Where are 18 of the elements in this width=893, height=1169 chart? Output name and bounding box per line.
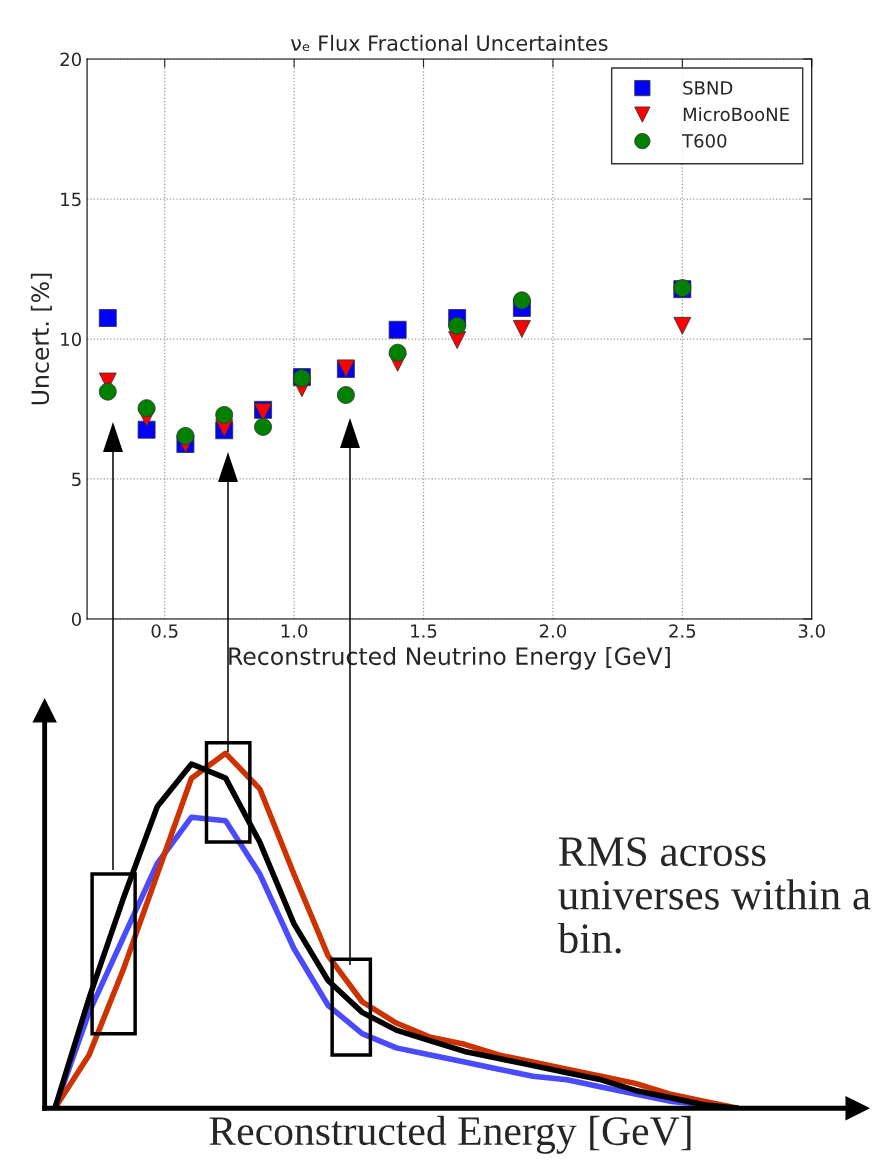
x-tick-label: 3.0 (798, 624, 825, 638)
x-tick-label: 2.5 (669, 624, 696, 638)
legend-label: T600 (682, 134, 727, 148)
y-tick-label: 15 (61, 192, 81, 207)
x-tick-label: 1.0 (281, 624, 308, 638)
x-tick-label: 2.0 (539, 624, 567, 638)
legend-label: SBND (683, 81, 733, 95)
x-tick-label: 1.5 (411, 624, 437, 638)
y-axis-title: Uncert. [%] (30, 273, 52, 405)
y-tick-label: 20 (60, 52, 82, 67)
y-tick-label: 10 (61, 332, 82, 347)
annotation: RMS across universes within a bin. (557, 837, 871, 954)
y-tick-label: 5 (72, 472, 81, 487)
chart-title: νₑ Flux Fractional Uncertaintes (291, 34, 608, 51)
x-axis-title: Reconstructed Energy [GeV] (209, 1115, 691, 1154)
y-tick-label: 0 (71, 612, 82, 627)
legend-label: MicroBooNE (683, 107, 789, 122)
x-tick-label: 0.5 (151, 624, 178, 638)
